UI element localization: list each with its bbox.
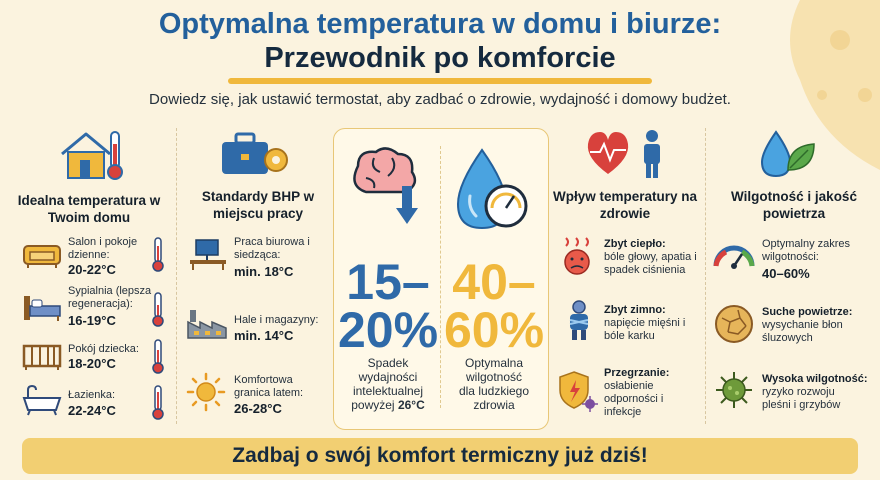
caption-line: intelektualnej — [352, 384, 424, 398]
column-divider — [176, 128, 177, 424]
room-label: Łazienka: — [68, 389, 116, 401]
hygrometer-icon — [713, 245, 755, 269]
page-title-subline: Przewodnik po komforcie — [264, 42, 616, 74]
stat-number-line: 20% — [337, 302, 439, 358]
stat-number-line: 40– — [452, 254, 536, 310]
caption-line: Optymalna — [464, 356, 524, 370]
footer-banner — [22, 438, 858, 474]
crib-icon — [22, 344, 62, 370]
briefcase-gear-icon — [222, 132, 288, 174]
health-label: Przegrzanie: — [604, 367, 670, 379]
humidity-label: Suche powietrze: — [762, 306, 853, 318]
health-desc: napięcie mięśni i bóle karku — [604, 317, 686, 342]
heart-person-icon — [587, 130, 660, 178]
house-thermometer-icon — [61, 131, 123, 180]
caption-line: zdrowia — [473, 398, 515, 412]
humidity-caption: Optymalna wilgotność dla ludzkiego zdrow… — [444, 356, 544, 412]
health-column-title: Wpływ temperatury na zdrowie — [552, 189, 698, 221]
room-value: 18-20°C — [68, 356, 116, 371]
room-value: 16-19°C — [68, 313, 116, 328]
caption-line: dla ludzkiego — [458, 384, 530, 398]
stat-number-line: 60% — [443, 302, 545, 358]
room-value: 22-24°C — [68, 403, 116, 418]
productivity-drop-number: 15– 20% — [336, 254, 440, 358]
humidity-label: Wysoka wilgotność: — [762, 373, 868, 385]
work-label: Hale i magazyny: — [234, 314, 319, 326]
work-label: Praca biurowa i siedząca: — [234, 236, 310, 261]
cold-person-icon — [569, 300, 589, 340]
humidity-column-title: Wilgotność i jakość powietrza — [731, 189, 857, 221]
room-value: 20-22°C — [68, 262, 116, 277]
thermometer-icons — [152, 237, 164, 420]
stats-divider — [440, 146, 441, 408]
health-label: Zbyt ciepło: — [604, 238, 666, 250]
health-label: Zbyt zimno: — [604, 304, 666, 316]
footer-banner-text: Zadbaj o swój komfort termiczny już dziś… — [232, 444, 648, 467]
home-column-title: Idealna temperatura w Twoim domu — [17, 193, 161, 225]
decorative-bubble — [790, 0, 880, 170]
dry-surface-icon — [715, 305, 753, 343]
mold-icon — [716, 372, 752, 408]
work-value: min. 14°C — [234, 328, 294, 343]
room-label: Sypialnia (lepsza regeneracja): — [68, 285, 152, 310]
factory-icon — [187, 310, 227, 339]
bed-icon — [24, 296, 61, 321]
title-underline — [228, 78, 652, 84]
humidity-value: 40–60% — [762, 266, 810, 281]
health-desc: osłabienie odporności i infekcje — [604, 380, 664, 418]
humidity-desc: ryzyko rozwoju pleśni i grzybów — [762, 386, 841, 411]
shield-virus-icon — [559, 371, 598, 412]
work-label: Komfortowa granica latem: — [234, 374, 304, 399]
health-desc: bóle głowy, apatia i spadek ciśnienia — [604, 251, 697, 276]
room-label: Salon i pokoje dzienne: — [68, 236, 138, 261]
sofa-icon — [23, 245, 61, 268]
stat-number-line: 15– — [346, 254, 430, 310]
caption-line: wydajności — [358, 370, 418, 384]
bathtub-icon — [22, 384, 62, 416]
drop-leaf-icon — [760, 130, 815, 178]
humidity-desc: Optymalny zakres wilgotności: — [762, 238, 851, 263]
caption-line: powyżej — [351, 398, 395, 412]
hot-face-icon — [564, 237, 590, 275]
caption-highlight: 26°C — [397, 398, 425, 412]
water-drop-gauge-icon — [456, 148, 528, 230]
page-subtitle: Dowiedz się, jak ustawić termostat, aby … — [149, 91, 731, 108]
work-value: min. 18°C — [234, 264, 294, 279]
work-column-title: Standardy BHP w miejscu pracy — [201, 189, 315, 221]
caption-line: Spadek — [367, 356, 409, 370]
room-label: Pokój dziecka: — [68, 343, 139, 355]
work-value: 26-28°C — [234, 401, 282, 416]
sun-icon — [186, 372, 226, 412]
page-title: Optymalna temperatura w domu i biurze: — [158, 8, 722, 40]
productivity-caption: Spadek wydajności intelektualnej powyżej… — [338, 356, 438, 412]
desk-icon — [190, 239, 226, 270]
column-divider — [705, 128, 706, 424]
humidity-optimum-number: 40– 60% — [442, 254, 546, 358]
brain-down-icon — [353, 147, 418, 224]
caption-line: wilgotność — [465, 370, 523, 384]
humidity-desc: wysychanie błon śluzowych — [762, 319, 843, 344]
